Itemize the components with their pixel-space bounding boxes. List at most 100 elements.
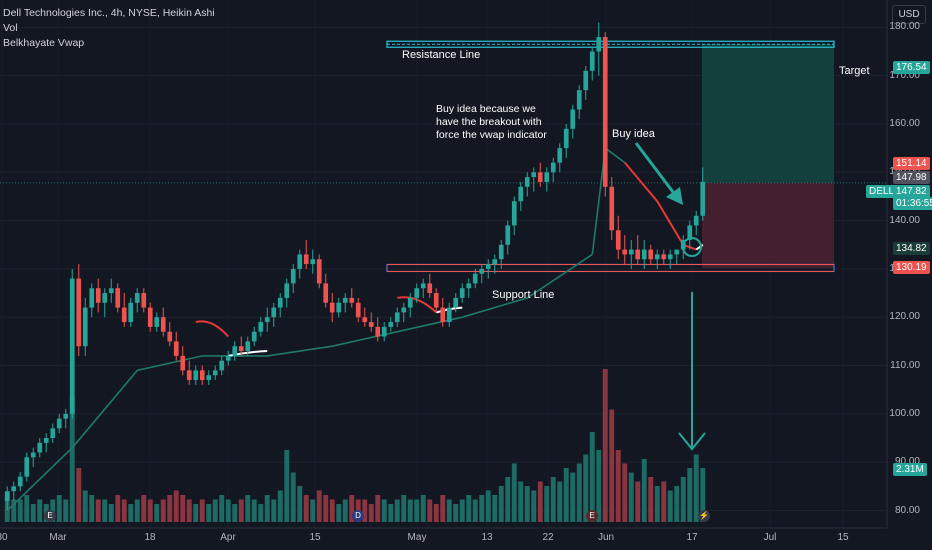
volume-bar <box>583 454 589 522</box>
volume-bar <box>277 490 283 522</box>
legend-volume[interactable]: Vol <box>3 22 18 34</box>
volume-bar <box>687 468 693 522</box>
candle-body <box>193 370 199 381</box>
volume-bar <box>563 468 569 522</box>
candle-body <box>544 172 550 182</box>
legend-indicator[interactable]: Belkhayate Vwap <box>3 37 85 49</box>
candle-body <box>453 297 459 308</box>
candle-body <box>310 259 316 265</box>
candle-body <box>596 36 602 52</box>
candle-body <box>167 331 173 342</box>
target-price-label: 176.54 <box>893 61 930 74</box>
volume-bar <box>557 481 563 522</box>
flash-event-icon[interactable]: ⚡ <box>698 510 710 522</box>
candle-body <box>102 293 108 303</box>
volume-bar <box>589 432 595 522</box>
legend-title[interactable]: Dell Technologies Inc., 4h, NYSE, Heikin… <box>3 7 215 19</box>
volume-bars <box>4 369 706 522</box>
volume-bar <box>654 486 660 522</box>
candle-body <box>362 317 368 323</box>
candle-body <box>498 244 504 260</box>
volume-bar <box>121 499 127 522</box>
volume-bar <box>310 499 316 522</box>
price-axis-tick: 110.00 <box>890 359 920 371</box>
volume-bar <box>602 369 608 522</box>
candle-body <box>381 326 387 337</box>
candle-body <box>375 326 381 337</box>
candle-body <box>76 278 82 347</box>
price-axis-tick: 170.00 <box>889 69 920 81</box>
volume-bar <box>11 499 17 522</box>
red-price-label: 151.14 <box>893 157 930 170</box>
dividend-event-icon[interactable]: D <box>352 510 364 522</box>
time-axis-tick: Apr <box>220 532 236 543</box>
candle-body <box>420 283 426 289</box>
candle-body <box>388 322 394 327</box>
buy-arrow-shaft <box>634 142 678 197</box>
candle-body <box>290 268 296 284</box>
volume-bar <box>219 495 225 522</box>
candle-body <box>329 302 335 313</box>
buy-entry-circle <box>682 237 702 257</box>
candle-body <box>368 322 374 327</box>
volume-bar <box>531 490 537 522</box>
volume-bar <box>505 477 511 522</box>
volume-bar <box>160 499 166 522</box>
volume-bar <box>76 468 82 522</box>
candle-body <box>609 186 615 231</box>
vwap-price-label: 134.82 <box>893 242 930 255</box>
candle-body <box>557 148 563 163</box>
volume-bar <box>420 495 426 522</box>
candle-body <box>661 254 667 260</box>
candle-body <box>95 288 101 303</box>
currency-button[interactable]: USD <box>892 5 926 24</box>
volume-bar <box>362 499 368 522</box>
volume-bar <box>440 495 446 522</box>
volume-bar <box>141 495 147 522</box>
candle-body <box>635 249 641 260</box>
volume-bar <box>667 490 673 522</box>
volume-bar <box>108 504 114 522</box>
candle-body <box>687 225 693 240</box>
earnings-event-icon-2[interactable]: E <box>586 510 598 522</box>
volume-bar <box>316 490 322 522</box>
candlesticks <box>4 22 706 511</box>
earnings-event-icon[interactable]: E <box>44 510 56 522</box>
candle-body <box>134 293 140 303</box>
volume-bar <box>193 504 199 522</box>
volume-bar <box>459 499 465 522</box>
candle-body <box>336 302 342 313</box>
candle-body <box>667 254 673 260</box>
candle-body <box>628 249 634 255</box>
volume-bar <box>199 499 205 522</box>
candle-body <box>700 181 706 216</box>
volume-bar <box>89 495 95 522</box>
candle-body <box>479 268 485 274</box>
volume-bar <box>446 499 452 522</box>
note-line-2: have the breakout with <box>436 116 542 128</box>
buy-idea-label: Buy idea <box>612 128 655 140</box>
volume-bar <box>264 495 270 522</box>
candle-body <box>648 249 654 260</box>
candle-body <box>264 317 270 323</box>
volume-bar <box>479 495 485 522</box>
time-axis-tick: 13 <box>481 532 493 543</box>
candle-body <box>199 370 205 381</box>
volume-bar <box>212 499 218 522</box>
candle-body <box>219 360 225 371</box>
volume-bar <box>284 450 290 522</box>
candle-body <box>297 254 303 269</box>
candle-body <box>245 341 251 352</box>
candle-body <box>349 297 355 303</box>
time-axis-tick: 22 <box>542 532 554 543</box>
candle-body <box>323 283 329 303</box>
time-axis-tick: Jun <box>597 532 615 543</box>
candle-body <box>674 249 680 255</box>
vwap-line <box>6 253 593 512</box>
ticker-label: DELL <box>866 185 898 198</box>
candle-body <box>17 476 23 487</box>
volume-bar <box>635 481 641 522</box>
candle-body <box>615 230 621 250</box>
price-axis-tick: 90.00 <box>894 456 920 468</box>
